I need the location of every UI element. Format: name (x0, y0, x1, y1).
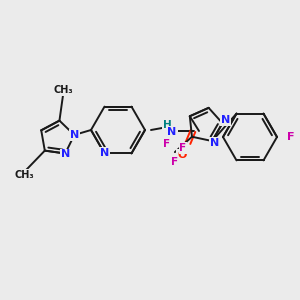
Text: CH₃: CH₃ (14, 170, 34, 180)
Text: N: N (61, 149, 70, 160)
Text: N: N (167, 127, 177, 137)
Text: F: F (287, 132, 295, 142)
Text: F: F (179, 143, 187, 153)
Text: CH₃: CH₃ (53, 85, 73, 95)
Text: H: H (163, 120, 171, 130)
Text: N: N (221, 115, 230, 125)
Text: F: F (171, 157, 178, 167)
Text: N: N (209, 138, 219, 148)
Text: F: F (163, 139, 170, 149)
Text: N: N (70, 130, 79, 140)
Text: O: O (177, 150, 187, 160)
Text: N: N (100, 148, 109, 158)
